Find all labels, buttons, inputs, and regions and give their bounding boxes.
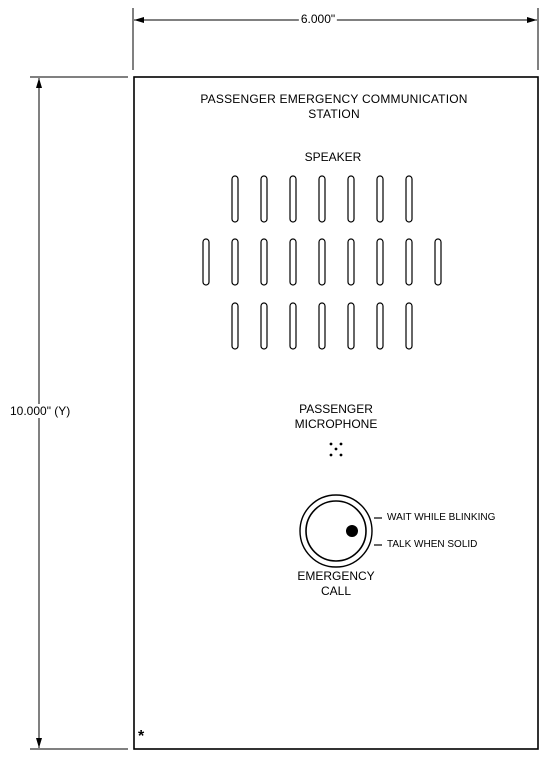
width-arrow-left	[134, 17, 144, 23]
microphone-label-line1: PASSENGER	[299, 402, 373, 416]
indicator-wait-label: WAIT WHILE BLINKING	[387, 512, 496, 523]
speaker-slot	[434, 238, 442, 286]
panel-outline	[133, 76, 539, 750]
speaker-grille	[202, 175, 442, 350]
indicator-light-icon	[346, 525, 358, 537]
emergency-call-label-line1: EMERGENCY	[297, 569, 375, 583]
speaker-slot	[376, 302, 384, 350]
speaker-slot	[405, 302, 413, 350]
speaker-slot	[260, 302, 268, 350]
speaker-slot	[405, 238, 413, 286]
mic-hole	[329, 442, 333, 446]
height-arrow-bottom	[36, 738, 42, 748]
mic-hole	[339, 442, 343, 446]
speaker-slot	[376, 238, 384, 286]
footnote-marker: *	[138, 728, 145, 745]
speaker-slot	[318, 302, 326, 350]
width-dimension-label: 6.000"	[298, 12, 338, 26]
panel-title-line1: PASSENGER EMERGENCY COMMUNICATION	[200, 92, 468, 106]
microphone-label-line2: MICROPHONE	[294, 417, 378, 431]
speaker-slot	[347, 175, 355, 223]
speaker-slot	[231, 238, 239, 286]
mic-hole	[339, 453, 343, 457]
speaker-slot	[231, 175, 239, 223]
panel-title-line2: STATION	[308, 107, 360, 121]
speaker-slot	[260, 238, 268, 286]
button-outer-ring	[299, 494, 373, 568]
microphone-holes	[329, 442, 343, 457]
height-arrow-top	[36, 78, 42, 88]
height-dimension-label: 10.000" (Y)	[8, 404, 73, 418]
speaker-slot	[347, 302, 355, 350]
speaker-slot	[289, 238, 297, 286]
speaker-slot	[231, 302, 239, 350]
mic-hole	[329, 453, 333, 457]
speaker-slot	[318, 238, 326, 286]
speaker-label: SPEAKER	[304, 150, 362, 164]
emergency-call-label-line2: CALL	[320, 584, 352, 598]
indicator-talk-label: TALK WHEN SOLID	[387, 539, 478, 550]
speaker-slot	[318, 175, 326, 223]
speaker-slot	[376, 175, 384, 223]
emergency-call-button[interactable]	[299, 494, 373, 568]
mic-hole	[334, 447, 338, 451]
speaker-slot	[202, 238, 210, 286]
button-inner-ring	[305, 500, 367, 562]
speaker-slot	[405, 175, 413, 223]
speaker-slot	[289, 302, 297, 350]
width-arrow-right	[527, 17, 537, 23]
speaker-slot	[347, 238, 355, 286]
speaker-slot	[289, 175, 297, 223]
speaker-slot	[260, 175, 268, 223]
